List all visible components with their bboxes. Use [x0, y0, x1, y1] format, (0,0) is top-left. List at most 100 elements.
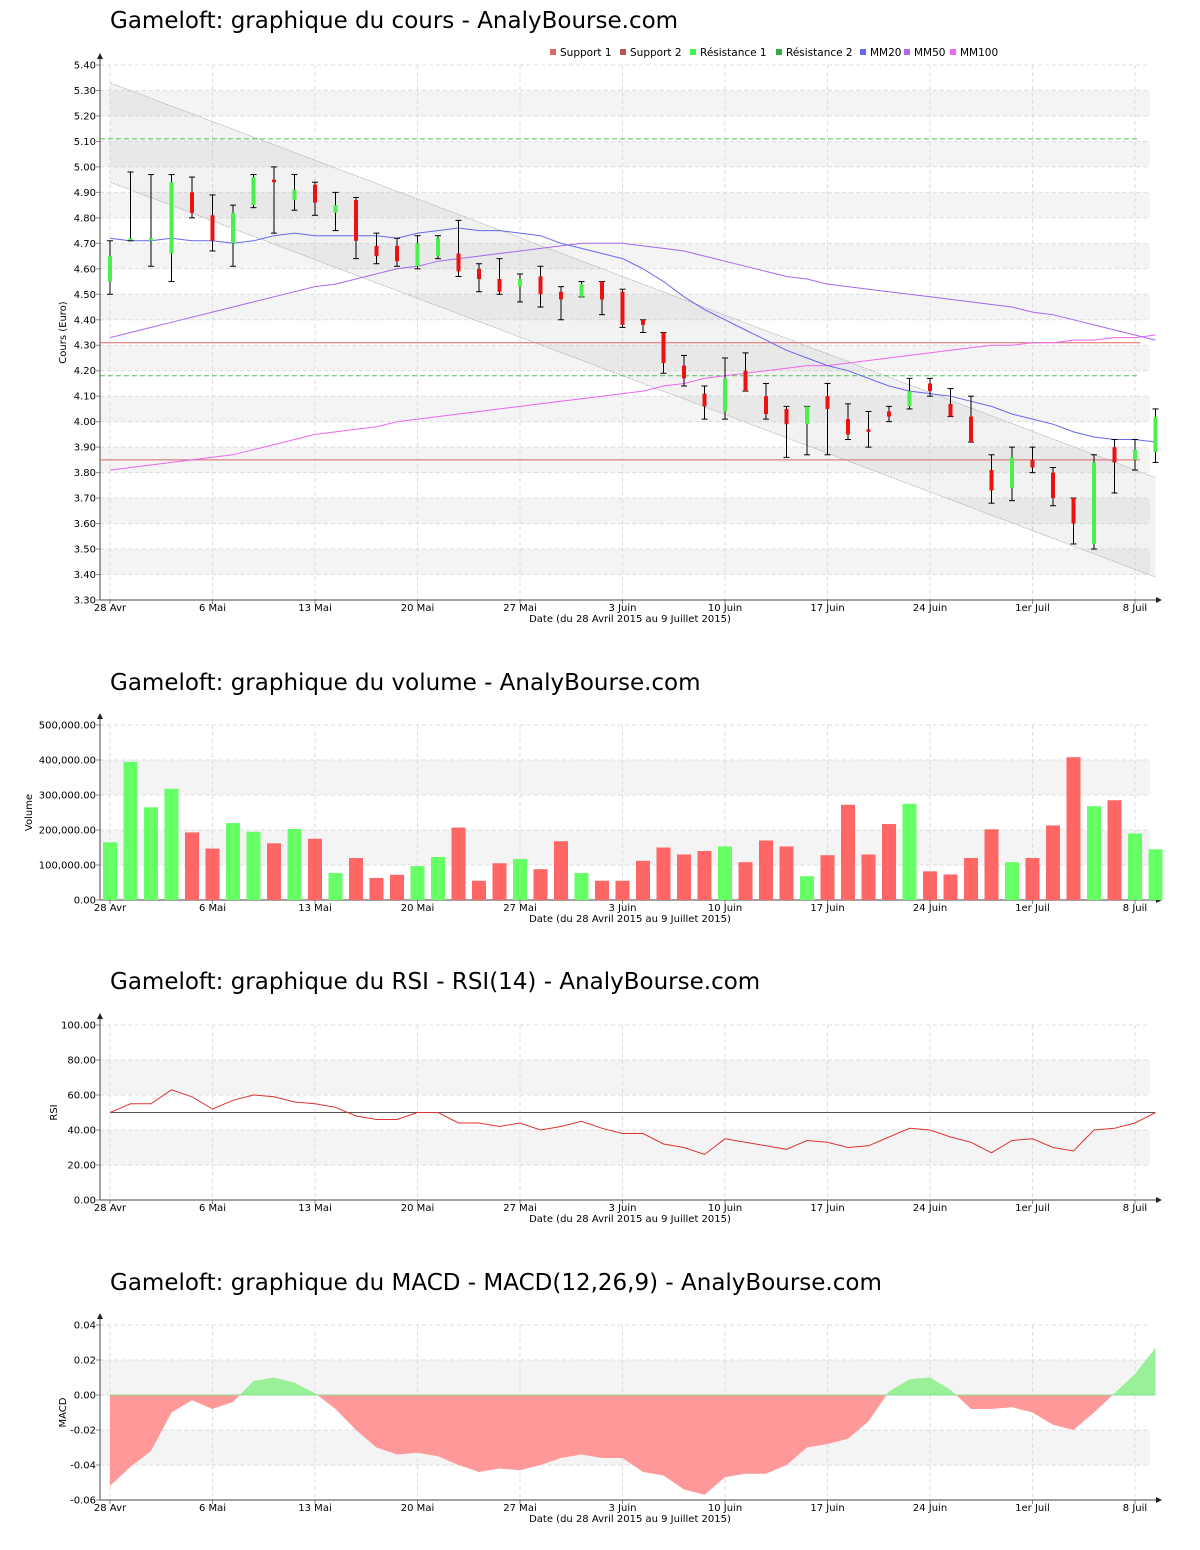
x-axis-label: Date (du 28 Avril 2015 au 9 Juillet 2015… [529, 1214, 731, 1225]
candle-body [825, 396, 830, 409]
candle-body [1112, 447, 1117, 463]
legend-label: Résistance 1 [700, 47, 767, 59]
volume-bar [656, 847, 671, 900]
macd-area-segment [317, 1395, 336, 1409]
candle-body [415, 243, 420, 267]
legend-label: MM50 [914, 47, 945, 59]
legend: Support 1 Support 2 Résistance 1 Résistance… [550, 47, 998, 59]
y-tick-label: 500,000.00 [39, 721, 96, 732]
candle-body [559, 291, 563, 300]
y-tick-label: 0.04 [74, 1321, 96, 1332]
macd-area-segment [725, 1395, 746, 1478]
candle-body [948, 403, 953, 417]
macd-area-segment [956, 1395, 971, 1409]
volume-bar [451, 827, 466, 900]
macd-area-segment [622, 1395, 643, 1472]
macd-area-segment [520, 1395, 541, 1471]
macd-area-segment [581, 1395, 602, 1458]
mm100-line [109, 334, 1156, 471]
x-tick-label: 6 Mai [199, 1503, 226, 1514]
candle-body [292, 189, 297, 201]
volume-bar [410, 866, 425, 900]
y-tick-label: 40.00 [67, 1126, 96, 1137]
volume-bar [103, 842, 117, 900]
volume-bar [287, 828, 302, 900]
y-tick-label: 3.90 [74, 443, 96, 454]
grid-band [100, 294, 1150, 320]
candle-body [333, 205, 338, 213]
macd-area-segment [274, 1377, 295, 1395]
legend-swatch [776, 49, 782, 55]
x-tick-label: 1er Juil [1015, 1503, 1050, 1514]
candle-body [1153, 416, 1158, 453]
macd-area-segment [991, 1395, 1012, 1409]
macd-area-segment [950, 1389, 957, 1395]
volume-bar [513, 859, 527, 900]
volume-bar [123, 761, 138, 900]
y-axis-arrow [97, 53, 103, 59]
x-tick-label: 10 Juin [708, 1203, 742, 1214]
candle-body [661, 332, 666, 364]
candle-body [1010, 457, 1014, 488]
grid-band [100, 1060, 1150, 1095]
volume-bar [431, 856, 445, 900]
legend-swatch [904, 49, 910, 55]
candle-body [682, 365, 686, 379]
x-tick-label: 28 Avr [94, 1503, 127, 1514]
macd-area-segment [233, 1395, 240, 1402]
channel-upper-line [109, 82, 1156, 479]
y-tick-label: 80.00 [67, 1056, 96, 1067]
rsi-line [109, 1089, 1156, 1156]
candle-body [374, 245, 379, 257]
macd-area-segment [1073, 1395, 1094, 1430]
macd-area-segment [1032, 1395, 1053, 1425]
x-tick-label: 1er Juil [1015, 1203, 1050, 1214]
y-tick-label: 0.02 [74, 1356, 96, 1367]
macd-area-segment [643, 1395, 664, 1476]
x-tick-label: 6 Mai [199, 603, 226, 614]
x-tick-label: 13 Mai [298, 603, 331, 614]
x-tick-label: 24 Juin [913, 1503, 947, 1514]
y-tick-label: -0.02 [70, 1426, 96, 1437]
volume-bar [205, 848, 220, 900]
volume-bar [841, 804, 855, 900]
candle-body [251, 177, 256, 206]
y-axis-arrow [97, 1013, 103, 1019]
y-tick-label: -0.06 [70, 1496, 96, 1507]
y-tick-label: 0.00 [74, 1391, 96, 1402]
legend-label: Support 2 [630, 47, 682, 59]
x-tick-label: 20 Mai [401, 1203, 434, 1214]
y-tick-label: 300,000.00 [39, 791, 96, 802]
volume-chart: 0.00 100,000.00 200,000.00 300,000.00 400,00… [24, 713, 1163, 925]
y-axis-label: RSI [49, 1104, 60, 1120]
grid-band [100, 192, 1150, 218]
price-chart-title: Gameloft: graphique du cours - AnalyBour… [110, 8, 679, 34]
x-tick-label: 1er Juil [1015, 903, 1050, 914]
macd-area-segment [868, 1395, 887, 1422]
y-tick-label: 3.70 [74, 494, 96, 505]
y-tick-label: 4.90 [74, 188, 96, 199]
x-tick-label: 28 Avr [94, 603, 127, 614]
grid-band [100, 345, 1150, 371]
macd-area-segment [1114, 1374, 1135, 1395]
y-tick-label: 400,000.00 [39, 756, 96, 767]
volume-bar [1046, 825, 1060, 900]
y-tick-label: 5.40 [74, 61, 96, 72]
volume-bar [1087, 806, 1101, 900]
y-axis-label: Cours (Euro) [58, 301, 69, 364]
volume-bar [533, 869, 548, 900]
macd-area-segment [704, 1395, 725, 1495]
candle-body [108, 256, 112, 282]
volume-bar [984, 829, 999, 900]
candle-body [436, 238, 440, 257]
y-tick-label: 4.30 [74, 341, 96, 352]
x-tick-label: 17 Juin [810, 1503, 844, 1514]
legend-swatch [950, 49, 956, 55]
mm20-line [109, 227, 1156, 443]
legend-label: MM100 [960, 47, 998, 59]
volume-bar [943, 874, 958, 900]
candle-body [969, 416, 973, 443]
volume-bar [574, 873, 589, 900]
macd-area-segment [684, 1395, 705, 1495]
volume-bar [369, 877, 384, 900]
